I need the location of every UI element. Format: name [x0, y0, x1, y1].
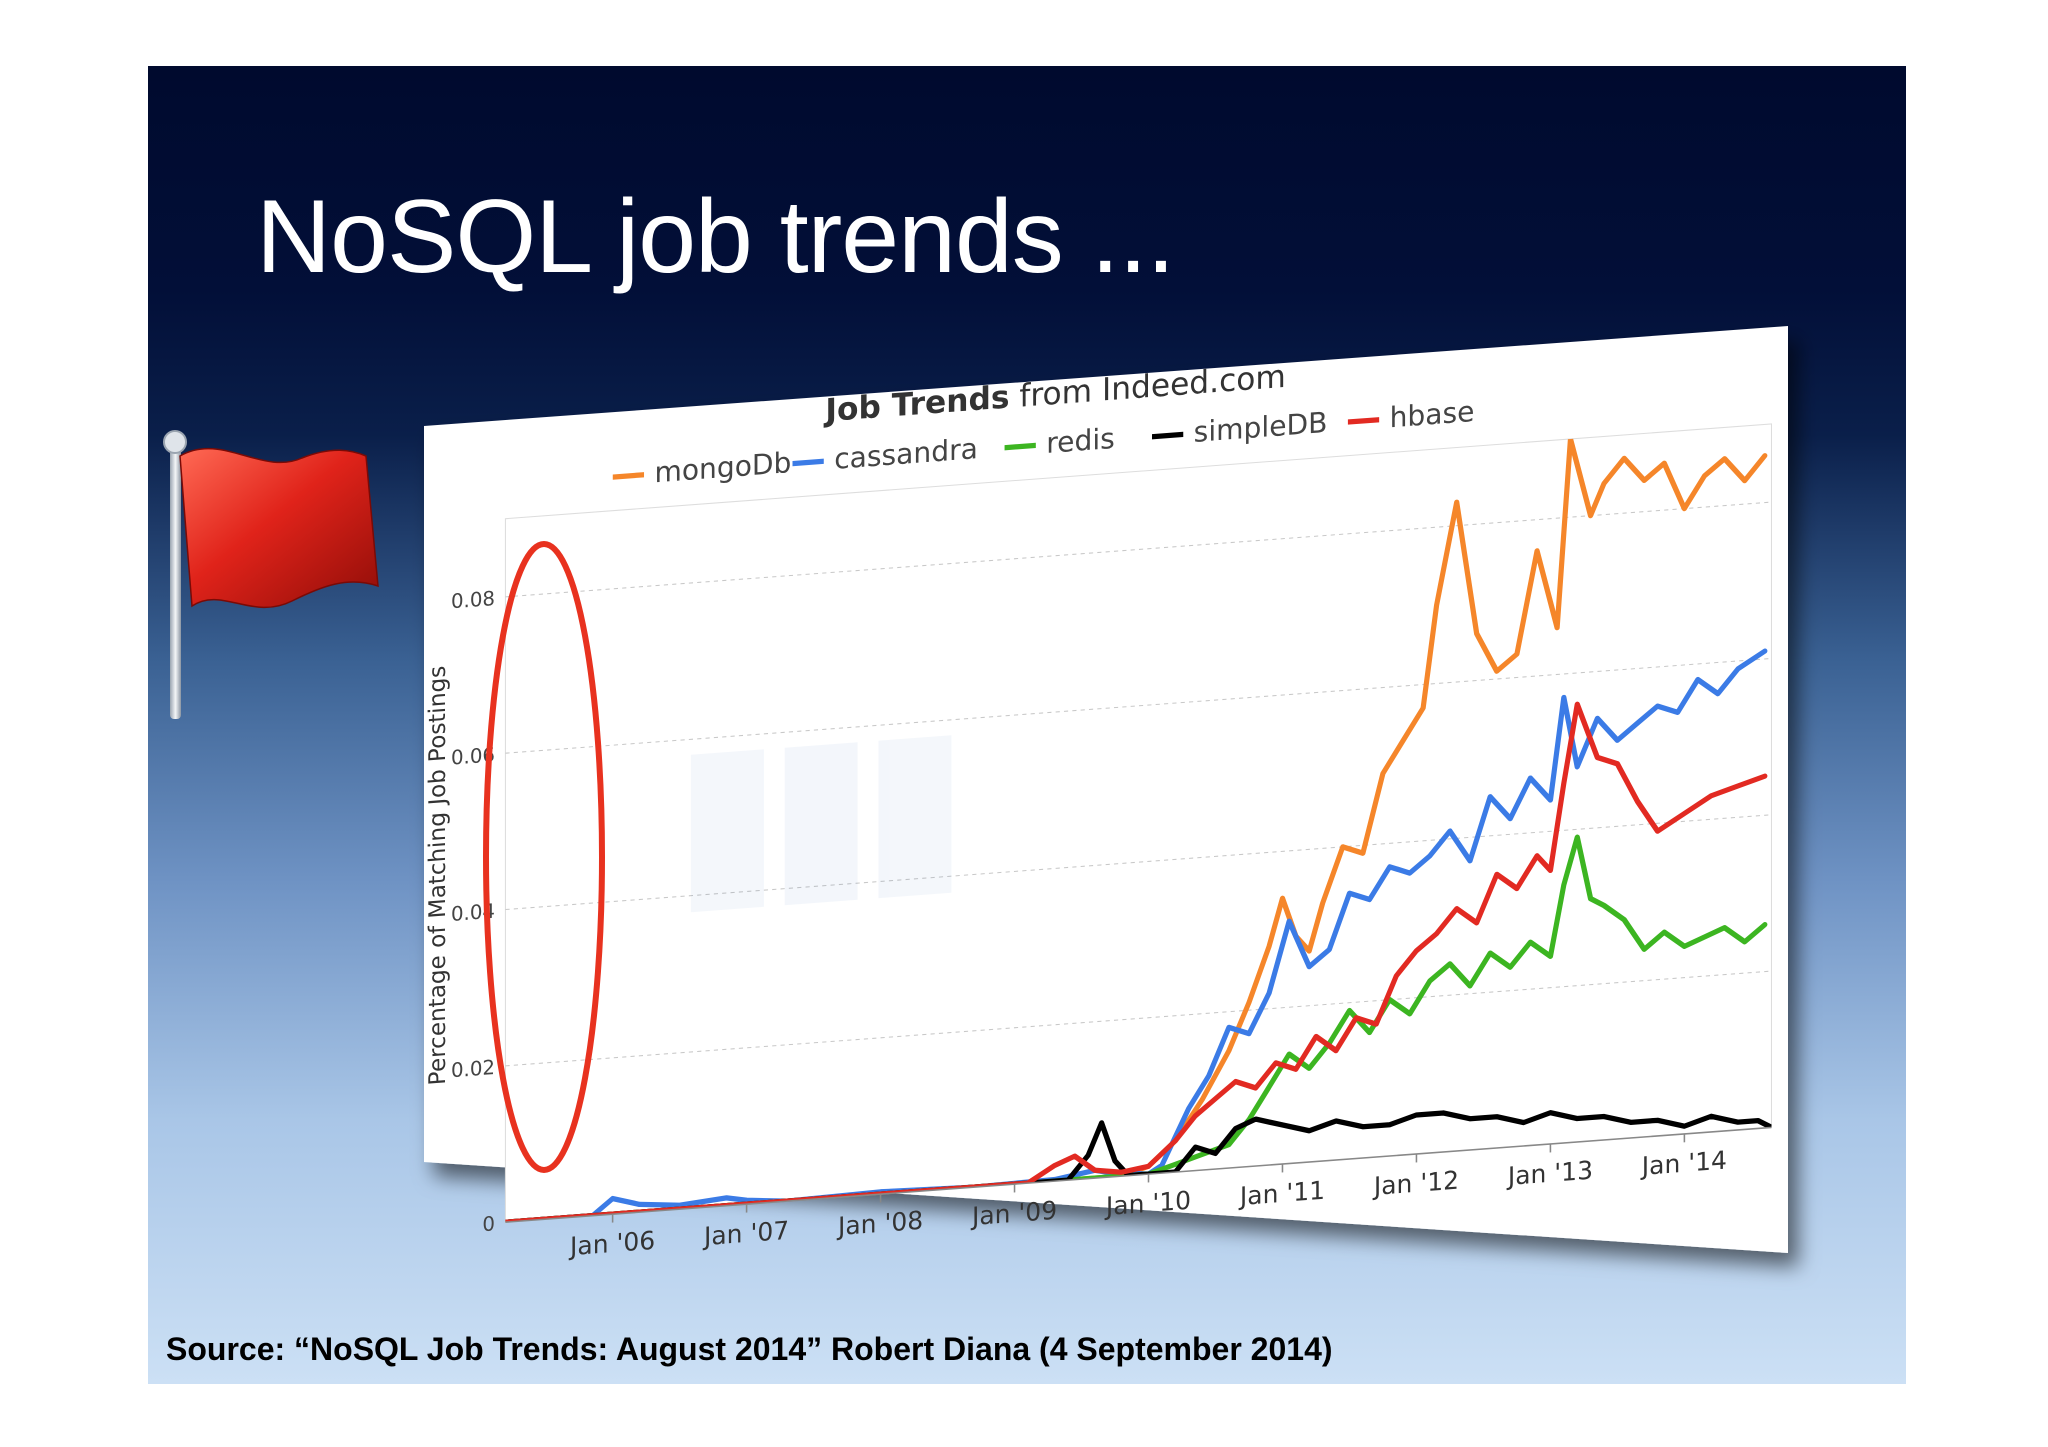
- slide-title: NoSQL job trends ...: [256, 179, 1175, 295]
- x-tick-label: Jan '08: [836, 1206, 923, 1242]
- y-tick-label: 0: [482, 1212, 495, 1236]
- x-tick-label: Jan '12: [1372, 1166, 1459, 1202]
- x-tick-label: Jan '09: [970, 1196, 1057, 1232]
- chart-inner: Job Trends from Indeed.com mongoDb cassan…: [425, 359, 1772, 1262]
- red-flag-icon: [163, 430, 379, 719]
- legend-label-hbase: hbase: [1390, 395, 1475, 434]
- x-axis-line: [505, 1126, 1772, 1223]
- y-tick-label: 0.02: [451, 1056, 495, 1082]
- slide: NoSQL job trends ... Job: [148, 66, 1906, 1384]
- x-tick-label: Jan '06: [568, 1226, 655, 1262]
- legend-label-redis: redis: [1046, 422, 1115, 460]
- series-line-redis: [505, 834, 1768, 1223]
- x-axis: Jan '06 Jan '07 Jan '08 Jan '09 Jan '10 Jan '…: [505, 1126, 1772, 1262]
- gridline-4: [505, 501, 1772, 598]
- x-tick-label: Jan '11: [1238, 1176, 1325, 1212]
- x-tick-label: Jan '14: [1640, 1146, 1727, 1182]
- highlight-ellipse: [483, 541, 605, 1173]
- job-trends-chart: Job Trends from Indeed.com mongoDb cassan…: [424, 326, 1788, 1262]
- gridline-2: [505, 814, 1772, 911]
- legend-swatch-redis: [1004, 442, 1036, 451]
- y-axis-label: Percentage of Matching Job Postings: [425, 665, 451, 1086]
- x-tick-label: Jan '10: [1104, 1186, 1191, 1222]
- legend-swatch-simpleDB: [1152, 431, 1184, 440]
- legend-swatch-hbase: [1347, 417, 1380, 425]
- y-tick-label: 0.08: [451, 587, 495, 613]
- watermark: [690, 735, 952, 913]
- gridline-3: [505, 657, 1772, 754]
- gridlines: [505, 501, 1772, 1067]
- x-tick-label: Jan '07: [702, 1216, 789, 1252]
- gridline-1: [505, 970, 1772, 1067]
- series-line-hbase: [505, 701, 1768, 1223]
- legend-swatch-mongoDb: [612, 472, 645, 480]
- x-tick-label: Jan '13: [1506, 1156, 1593, 1192]
- series-line-mongoDb: [505, 436, 1768, 1223]
- legend-swatch-cassandra: [792, 458, 824, 467]
- source-note: Source: “NoSQL Job Trends: August 2014” …: [166, 1331, 1333, 1367]
